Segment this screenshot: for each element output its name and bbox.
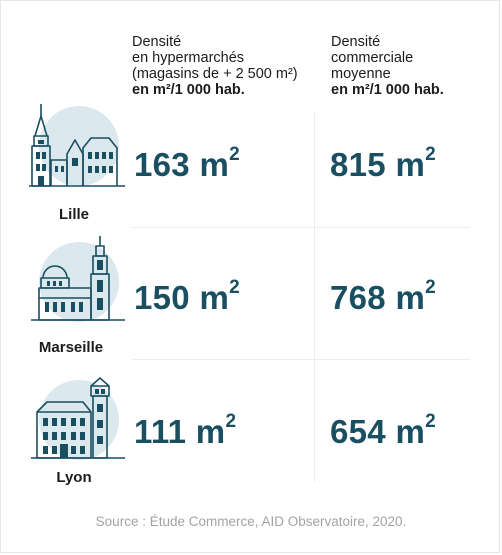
value-number: 768 <box>330 279 386 316</box>
marseille-basilica-icon <box>31 236 125 322</box>
value-marseille-moyenne: 768 m2 <box>330 277 436 317</box>
row-divider <box>132 227 470 228</box>
header-line: moyenne <box>331 66 391 82</box>
value-unit: m <box>395 279 426 316</box>
value-number: 111 <box>134 413 187 450</box>
value-number: 654 <box>330 413 386 450</box>
row-divider <box>132 359 470 360</box>
value-marseille-hypermarches: 150 m2 <box>134 277 240 317</box>
value-number: 150 <box>134 279 190 316</box>
header-line: commerciale <box>331 50 414 66</box>
value-unit: m <box>199 279 230 316</box>
header-unit: en m²/1 000 hab. <box>132 82 245 98</box>
header-line: Densité <box>132 34 182 50</box>
value-number: 815 <box>330 146 386 183</box>
value-exponent: 2 <box>229 144 240 165</box>
city-label-marseille: Marseille <box>38 339 104 356</box>
value-unit: m <box>395 146 426 183</box>
value-unit: m <box>395 413 426 450</box>
value-lille-hypermarches: 163 m2 <box>134 144 240 184</box>
column-divider <box>314 112 315 482</box>
value-lyon-moyenne: 654 m2 <box>330 411 436 451</box>
value-number: 163 <box>134 146 190 183</box>
header-average-density: Densité commerciale moyenne en m²/1 000 … <box>331 34 491 98</box>
value-exponent: 2 <box>425 277 436 298</box>
header-line: Densité <box>331 34 381 50</box>
city-label-lyon: Lyon <box>56 469 92 486</box>
value-unit: m <box>195 413 226 450</box>
source-note: Source : Étude Commerce, AID Observatoir… <box>95 514 407 529</box>
lyon-building-icon <box>31 377 125 460</box>
value-exponent: 2 <box>225 411 237 432</box>
header-line: (magasins de + 2 500 m²) <box>132 66 298 82</box>
value-lyon-hypermarches: 111 m2 <box>134 411 237 451</box>
header-unit: en m²/1 000 hab. <box>331 82 444 98</box>
value-exponent: 2 <box>425 144 436 165</box>
value-unit: m <box>199 146 230 183</box>
value-exponent: 2 <box>425 411 436 432</box>
lille-belfry-icon <box>29 104 125 187</box>
city-label-lille: Lille <box>58 206 89 223</box>
value-lille-moyenne: 815 m2 <box>330 144 436 184</box>
value-exponent: 2 <box>229 277 240 298</box>
header-line: en hypermarchés <box>132 50 245 66</box>
header-hypermarket-density: Densité en hypermarchés (magasins de + 2… <box>132 34 332 98</box>
